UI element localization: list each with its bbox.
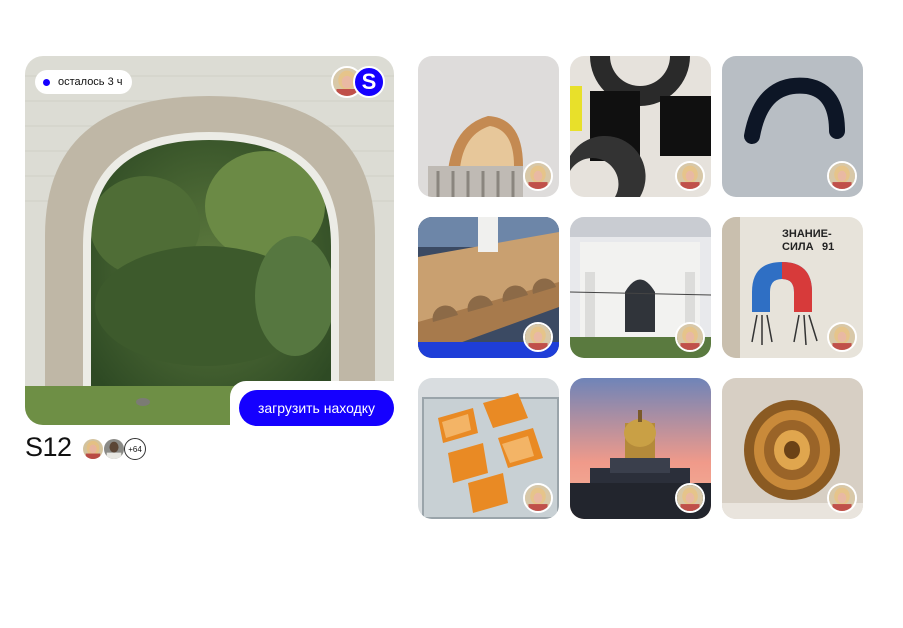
photo-tile-magnet-poster[interactable]: ЗНАНИЕ- СИЛА 91 <box>722 217 863 358</box>
author-avatar <box>827 161 857 191</box>
group-badge-s[interactable]: S <box>353 66 385 98</box>
group-code: S12 <box>25 432 72 462</box>
member-avatar-image <box>104 439 124 459</box>
photo-tile-black-shapes[interactable] <box>570 56 711 197</box>
status-dot <box>43 78 50 86</box>
photo-tile-white-building[interactable] <box>570 217 711 358</box>
poster-text-3: 91 <box>822 241 834 253</box>
author-avatar <box>675 483 705 513</box>
magnet-poster-photo: ЗНАНИЕ- СИЛА 91 <box>722 217 863 358</box>
author-avatar-image <box>525 324 551 350</box>
poster-text-1: ЗНАНИЕ- <box>782 228 832 240</box>
members-avatars[interactable]: +64 <box>82 438 152 460</box>
author-avatar <box>523 322 553 352</box>
author-avatar <box>675 322 705 352</box>
avatar <box>103 438 125 460</box>
author-avatar <box>523 483 553 513</box>
author-avatar-image <box>525 485 551 511</box>
black-shapes-photo <box>570 56 711 197</box>
author-avatar-image <box>829 324 855 350</box>
hero-photo-card[interactable] <box>25 56 394 425</box>
author-avatar-image <box>677 485 703 511</box>
photo-tile-toast[interactable] <box>418 56 559 197</box>
hero-avatars: S <box>331 66 387 98</box>
poster-text-2: СИЛА <box>782 241 814 253</box>
author-avatar <box>523 161 553 191</box>
avatar <box>82 438 104 460</box>
author-avatar-image <box>677 163 703 189</box>
members-more-count: +64 <box>124 438 146 460</box>
photo-tile-snow-arc[interactable] <box>722 56 863 197</box>
author-avatar-image <box>829 163 855 189</box>
upload-find-button[interactable]: загрузить находку <box>239 390 394 426</box>
photo-tile-cathedral-sunset[interactable] <box>570 378 711 519</box>
wooden-bench-photo <box>418 217 559 358</box>
photo-tile-wooden-bench[interactable] <box>418 217 559 358</box>
time-left-badge: осталось 3 ч <box>35 70 132 94</box>
author-avatar <box>675 161 705 191</box>
photo-tile-papaya[interactable] <box>418 378 559 519</box>
toast-photo <box>418 56 559 197</box>
author-avatar <box>827 483 857 513</box>
author-avatar <box>827 322 857 352</box>
author-avatar-image <box>525 163 551 189</box>
arch-photo <box>25 56 394 425</box>
author-avatar-image <box>829 485 855 511</box>
photo-tile-wood-ring[interactable] <box>722 378 863 519</box>
author-avatar-image <box>677 324 703 350</box>
time-left-label: осталось 3 ч <box>58 76 123 88</box>
cathedral-sunset-photo <box>570 378 711 519</box>
member-avatar-image <box>83 439 103 459</box>
